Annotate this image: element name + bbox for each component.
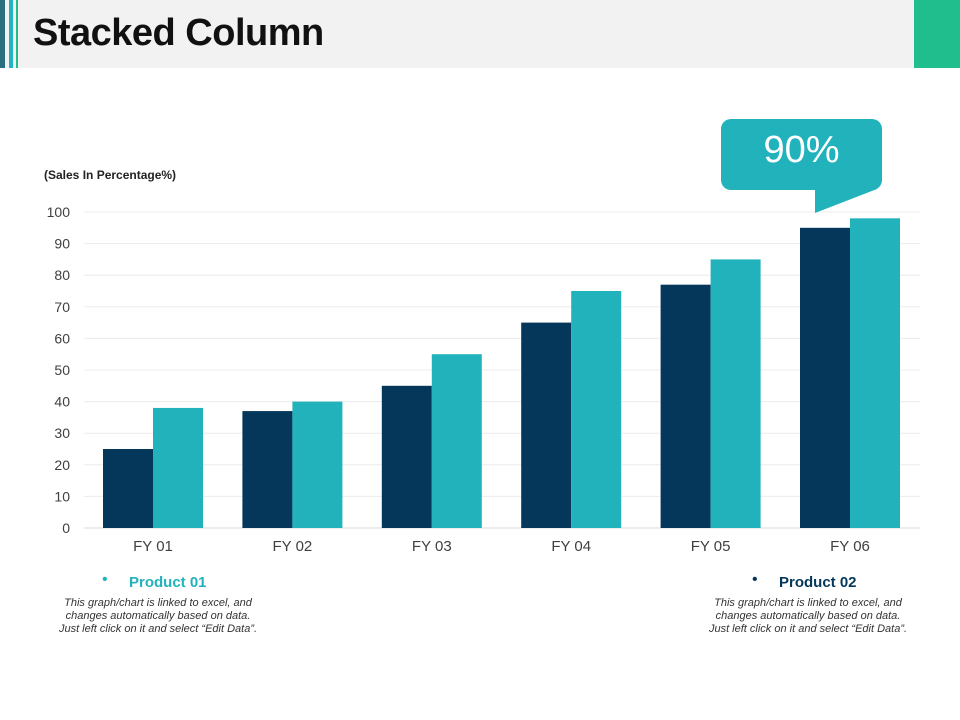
bar-product-02 <box>431 354 482 528</box>
bar-product-01 <box>660 284 711 528</box>
bar-product-01 <box>381 385 432 528</box>
bar-product-01 <box>242 411 293 528</box>
legend-bullet: • <box>752 571 758 588</box>
x-tick-label: FY 02 <box>273 538 313 555</box>
header-stripe <box>0 0 5 68</box>
callout-tail <box>815 189 877 213</box>
header-stripe <box>9 0 13 68</box>
y-tick-label: 0 <box>62 520 70 536</box>
bar-product-02 <box>292 401 343 528</box>
header-accent-block <box>914 0 960 68</box>
x-tick-label: FY 01 <box>133 538 173 555</box>
x-tick-label: FY 03 <box>412 538 452 555</box>
callout-value: 90% <box>763 129 840 171</box>
bar-product-02 <box>153 407 203 528</box>
legend-description: This graph/chart is linked to excel, and… <box>58 597 258 635</box>
y-tick-label: 20 <box>54 457 70 473</box>
y-tick-label: 30 <box>54 425 70 441</box>
y-tick-label: 100 <box>47 204 71 220</box>
y-tick-label: 60 <box>54 330 70 346</box>
bar-product-01 <box>800 227 850 529</box>
legend-title: Product 02 <box>779 574 857 591</box>
y-tick-label: 10 <box>54 488 70 504</box>
bar-product-02 <box>850 218 900 528</box>
legend-title: Product 01 <box>129 574 207 591</box>
bar-product-01 <box>521 322 572 528</box>
y-tick-label: 50 <box>54 362 70 378</box>
y-tick-label: 90 <box>54 236 70 252</box>
header-stripe <box>16 0 18 68</box>
x-tick-label: FY 05 <box>691 538 731 555</box>
y-tick-label: 70 <box>54 299 70 315</box>
x-tick-label: FY 04 <box>551 538 591 555</box>
y-axis-label: (Sales In Percentage%) <box>44 168 177 182</box>
page-title: Stacked Column <box>33 12 324 54</box>
bar-product-02 <box>710 259 761 528</box>
y-tick-label: 80 <box>54 267 70 283</box>
legend-description: This graph/chart is linked to excel, and… <box>708 597 908 635</box>
legend-bullet: • <box>102 571 108 588</box>
y-tick-label: 40 <box>54 394 70 410</box>
callout-bubble: 90% <box>721 119 882 190</box>
x-tick-label: FY 06 <box>830 538 870 555</box>
header: Stacked Column <box>0 0 960 68</box>
bar-product-01 <box>103 449 153 528</box>
bar-product-02 <box>571 291 622 528</box>
